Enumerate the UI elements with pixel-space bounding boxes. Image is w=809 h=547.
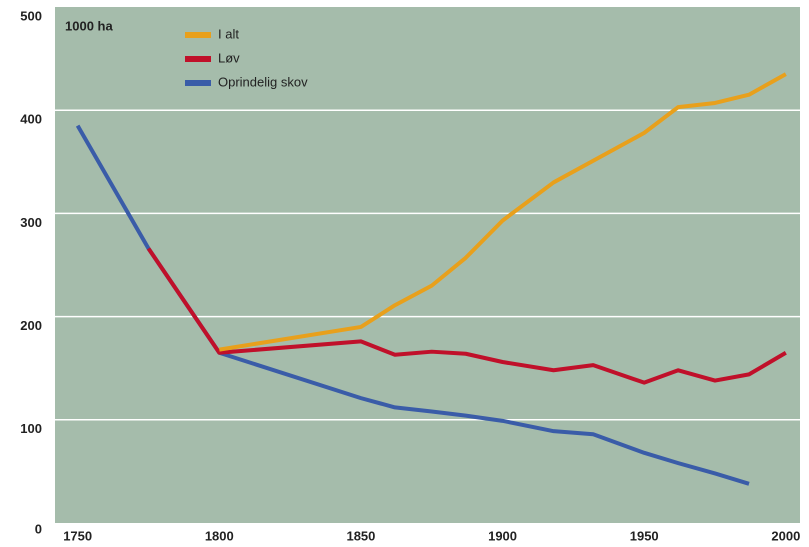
legend-swatch [185, 32, 211, 38]
line-series [218, 72, 787, 352]
y-tick-label: 500 [20, 8, 42, 23]
line-series [75, 124, 750, 486]
x-tick-label: 1900 [488, 528, 517, 543]
legend-label: Løv [218, 50, 240, 65]
x-tick-label: 1850 [346, 528, 375, 543]
legend-swatch [185, 56, 211, 62]
y-tick-label: 100 [20, 421, 42, 436]
x-tick-label: 2000 [771, 528, 800, 543]
legend-label: I alt [218, 26, 239, 41]
x-tick-label: 1950 [630, 528, 659, 543]
x-tick-label: 1750 [63, 528, 92, 543]
y-tick-label: 0 [35, 521, 42, 536]
y-tick-label: 300 [20, 215, 42, 230]
y-tick-label: 200 [20, 318, 42, 333]
x-tick-label: 1800 [205, 528, 234, 543]
line-series [146, 247, 787, 385]
plot-area [55, 7, 800, 523]
legend-label: Oprindelig skov [218, 74, 308, 89]
legend-swatch [185, 80, 211, 86]
y-tick-label: 400 [20, 112, 42, 127]
y-axis-label: 1000 ha [65, 18, 113, 33]
